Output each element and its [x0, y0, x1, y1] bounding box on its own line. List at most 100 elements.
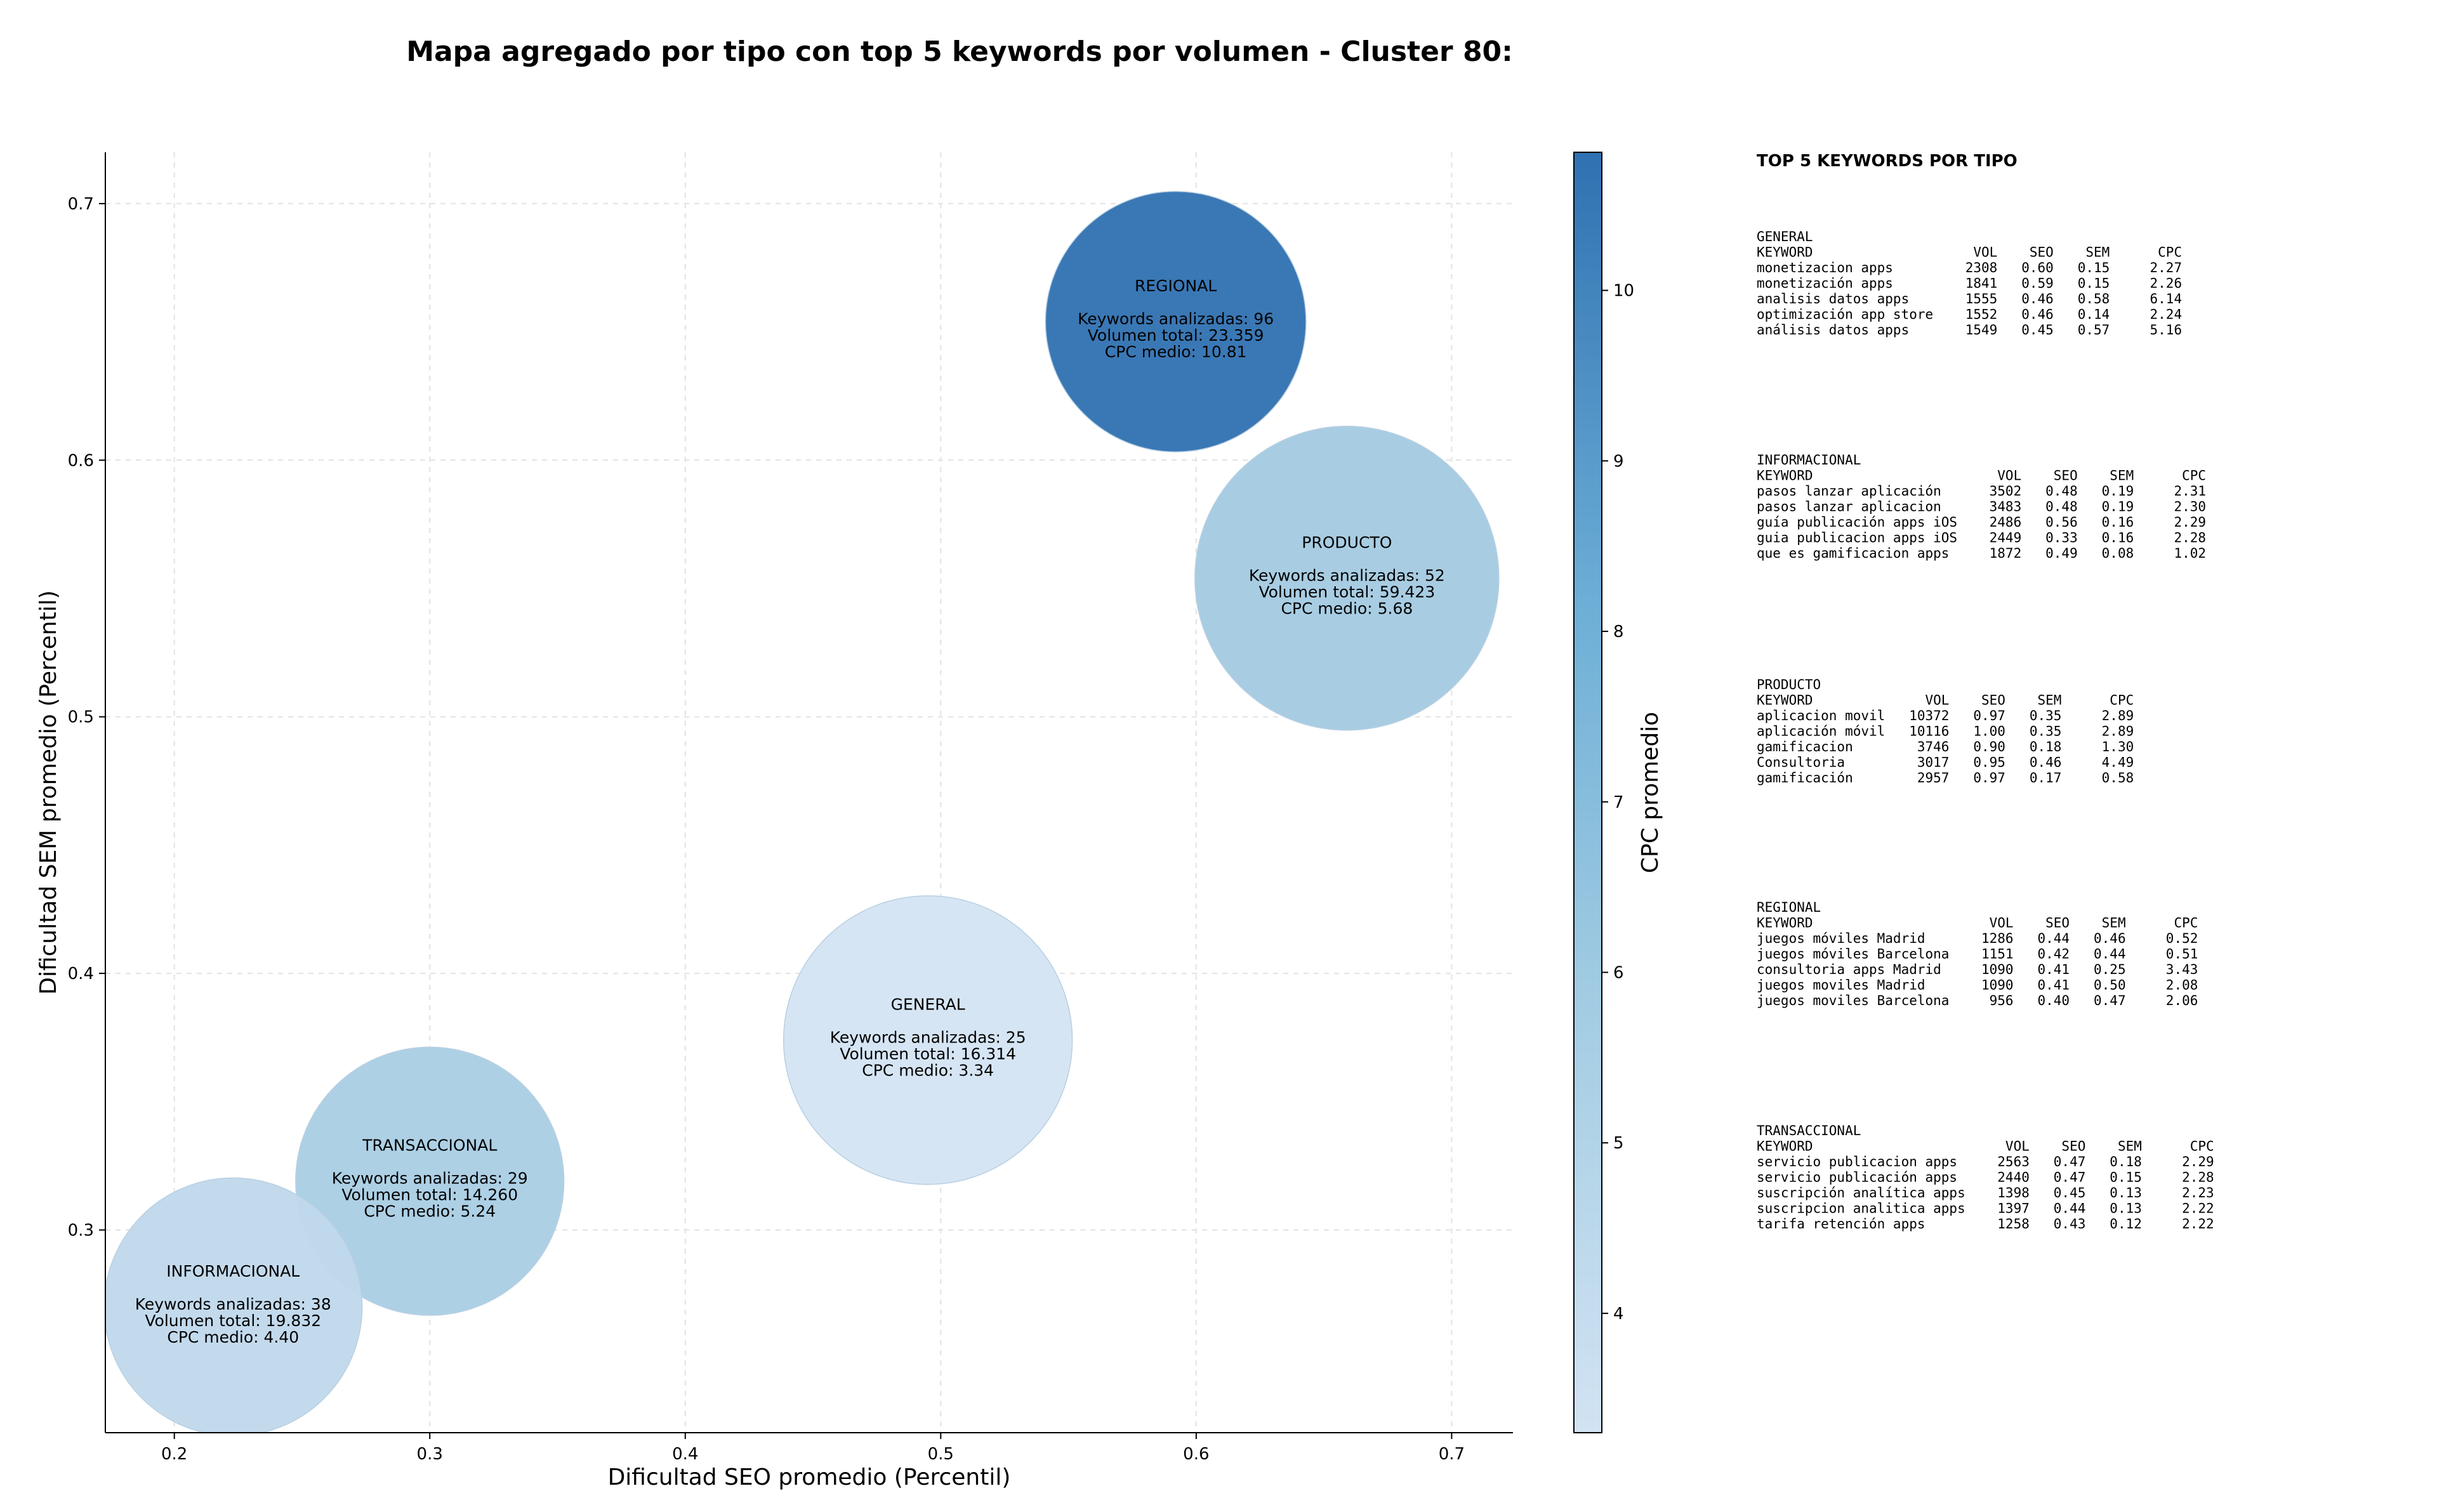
- bubble-cpc-label: CPC medio: 5.68: [1281, 599, 1413, 617]
- bubble-transaccional: TRANSACCIONAL Keywords analizadas: 29Volu…: [295, 1046, 565, 1316]
- x-tick-label: 0.4: [672, 1445, 698, 1464]
- y-tick-label: 0.3: [68, 1221, 94, 1240]
- colorbar-tick-label: 5: [1613, 1134, 1624, 1153]
- panel-table-row: gamificacion 3746 0.90 0.18 1.30: [1757, 739, 2134, 754]
- panel-heading: TOP 5 KEYWORDS POR TIPO: [1757, 152, 2018, 171]
- x-tick-label: 0.2: [161, 1445, 187, 1464]
- panel-table-row: Consultoria 3017 0.95 0.46 4.49: [1757, 755, 2134, 770]
- panel-table-row: tarifa retención apps 1258 0.43 0.12 2.2…: [1757, 1216, 2214, 1232]
- bubble-cpc-label: CPC medio: 4.40: [167, 1328, 299, 1346]
- bubble-volume-label: Volumen total: 19.832: [145, 1311, 321, 1330]
- bubble-keywords-label: Keywords analizadas: 96: [1078, 310, 1274, 328]
- panel-table-header: KEYWORD VOL SEO SEM CPC: [1757, 916, 2198, 931]
- bubble-name-label: INFORMACIONAL: [166, 1262, 300, 1280]
- bubble-name-label: PRODUCTO: [1302, 533, 1392, 551]
- bubble-name-label: REGIONAL: [1135, 277, 1217, 295]
- bubble-keywords-label: Keywords analizadas: 29: [332, 1169, 528, 1188]
- x-axis-label: Dificultad SEO promedio (Percentil): [608, 1464, 1011, 1490]
- axis-ticks: 0.2 0.3 0.4 0.5 0.6 0.7 0.3 0.4 0.5 0.6 0.7: [68, 195, 1465, 1464]
- colorbar-tick-label: 10: [1613, 282, 1634, 301]
- colorbar-ticks: 4 5 6 7 8 9 10: [1602, 282, 1634, 1324]
- panel-table-header: KEYWORD VOL SEO SEM CPC: [1757, 245, 2182, 260]
- bubble-volume-label: Volumen total: 14.260: [341, 1186, 518, 1204]
- panel-table-row: suscripcion analitica apps 1397 0.44 0.1…: [1757, 1201, 2214, 1216]
- bubble-circle: [1045, 190, 1307, 452]
- bubble-circle: [783, 895, 1073, 1185]
- panel-group-name: GENERAL: [1757, 229, 1813, 244]
- x-tick-label: 0.7: [1439, 1445, 1465, 1464]
- y-tick-label: 0.7: [68, 195, 94, 214]
- panel-table-header: KEYWORD VOL SEO SEM CPC: [1757, 693, 2134, 708]
- colorbar-tick-label: 8: [1613, 622, 1624, 641]
- panel-table-row: juegos moviles Madrid 1090 0.41 0.50 2.0…: [1757, 978, 2198, 993]
- panel-table-row: aplicacion movil 10372 0.97 0.35 2.89: [1757, 708, 2134, 723]
- panel-group-name: PRODUCTO: [1757, 677, 1821, 692]
- panel-table-row: monetizacion apps 2308 0.60 0.15 2.27: [1757, 260, 2182, 275]
- plot-spines: [105, 152, 1513, 1433]
- colorbar-tick-label: 4: [1613, 1305, 1624, 1324]
- panel-table-row: monetización apps 1841 0.59 0.15 2.26: [1757, 276, 2182, 291]
- x-tick-label: 0.6: [1183, 1445, 1209, 1464]
- panel-table-row: que es gamificacion apps 1872 0.49 0.08 …: [1757, 546, 2206, 561]
- y-tick-label: 0.6: [68, 451, 94, 470]
- bubble-volume-label: Volumen total: 59.423: [1258, 582, 1435, 601]
- bubble-volume-label: Volumen total: 16.314: [840, 1044, 1016, 1063]
- y-tick-label: 0.5: [68, 708, 94, 727]
- panel-table-row: pasos lanzar aplicacion 3483 0.48 0.19 2…: [1757, 499, 2206, 515]
- panel-table-row: aplicación móvil 10116 1.00 0.35 2.89: [1757, 724, 2134, 739]
- bubble-name-label: TRANSACCIONAL: [362, 1136, 497, 1155]
- colorbar-tick-label: 7: [1613, 793, 1624, 812]
- colorbar-label: CPC promedio: [1637, 712, 1663, 873]
- colorbar-tick-label: 9: [1613, 452, 1624, 471]
- x-tick-label: 0.5: [928, 1445, 954, 1464]
- panel-table-row: juegos móviles Barcelona 1151 0.42 0.44 …: [1757, 947, 2198, 962]
- bubble-cpc-label: CPC medio: 3.34: [862, 1061, 994, 1079]
- colorbar-tick-label: 6: [1613, 963, 1624, 982]
- panel-table-row: servicio publicación apps 2440 0.47 0.15…: [1757, 1170, 2214, 1185]
- bubble-circle: [295, 1046, 565, 1316]
- bubble-keywords-label: Keywords analizadas: 25: [830, 1028, 1026, 1046]
- panel-table-row: servicio publicacion apps 2563 0.47 0.18…: [1757, 1154, 2214, 1169]
- panel-table-row: optimización app store 1552 0.46 0.14 2.…: [1757, 307, 2182, 322]
- bubble-volume-label: Volumen total: 23.359: [1088, 326, 1264, 345]
- panel-group-name: INFORMACIONAL: [1757, 452, 1861, 468]
- bubble-circle: [1194, 426, 1500, 731]
- bubble-circle: [105, 1177, 363, 1433]
- bubble-informacional: INFORMACIONAL Keywords analizadas: 38Volu…: [105, 1177, 363, 1433]
- bubble-cpc-label: CPC medio: 10.81: [1105, 343, 1247, 361]
- colorbar: [1573, 152, 1602, 1433]
- panel-table-row: juegos moviles Barcelona 956 0.40 0.47 2…: [1757, 993, 2198, 1008]
- y-axis-label: Dificultad SEM promedio (Percentil): [36, 590, 62, 995]
- panel-table-row: gamificación 2957 0.97 0.17 0.58: [1757, 770, 2134, 786]
- bubble-cpc-label: CPC medio: 5.24: [364, 1202, 496, 1221]
- panel-table-row: consultoria apps Madrid 1090 0.41 0.25 3…: [1757, 962, 2198, 977]
- panel-table-row: suscripción analítica apps 1398 0.45 0.1…: [1757, 1185, 2214, 1200]
- y-tick-label: 0.4: [68, 964, 94, 983]
- chart-title: Mapa agregado por tipo con top 5 keyword…: [406, 36, 1513, 68]
- panel-group-name: REGIONAL: [1757, 900, 1821, 915]
- panel-table-row: guía publicación apps iOS 2486 0.56 0.16…: [1757, 515, 2206, 530]
- panel-table-row: guia publicacion apps iOS 2449 0.33 0.16…: [1757, 530, 2206, 546]
- panel-table-row: pasos lanzar aplicación 3502 0.48 0.19 2…: [1757, 483, 2206, 499]
- panel-group-name: TRANSACCIONAL: [1757, 1123, 1861, 1138]
- panel-table-header: KEYWORD VOL SEO SEM CPC: [1757, 1139, 2214, 1154]
- panel-table-row: analisis datos apps 1555 0.46 0.58 6.14: [1757, 291, 2182, 306]
- panel-table-row: juegos móviles Madrid 1286 0.44 0.46 0.5…: [1757, 931, 2198, 946]
- bubble-keywords-label: Keywords analizadas: 38: [135, 1295, 331, 1313]
- panel-table-row: análisis datos apps 1549 0.45 0.57 5.16: [1757, 322, 2182, 338]
- x-tick-label: 0.3: [417, 1445, 443, 1464]
- bubble-keywords-label: Keywords analizadas: 52: [1249, 566, 1445, 584]
- panel-table-header: KEYWORD VOL SEO SEM CPC: [1757, 468, 2206, 483]
- bubble-name-label: GENERAL: [891, 995, 965, 1013]
